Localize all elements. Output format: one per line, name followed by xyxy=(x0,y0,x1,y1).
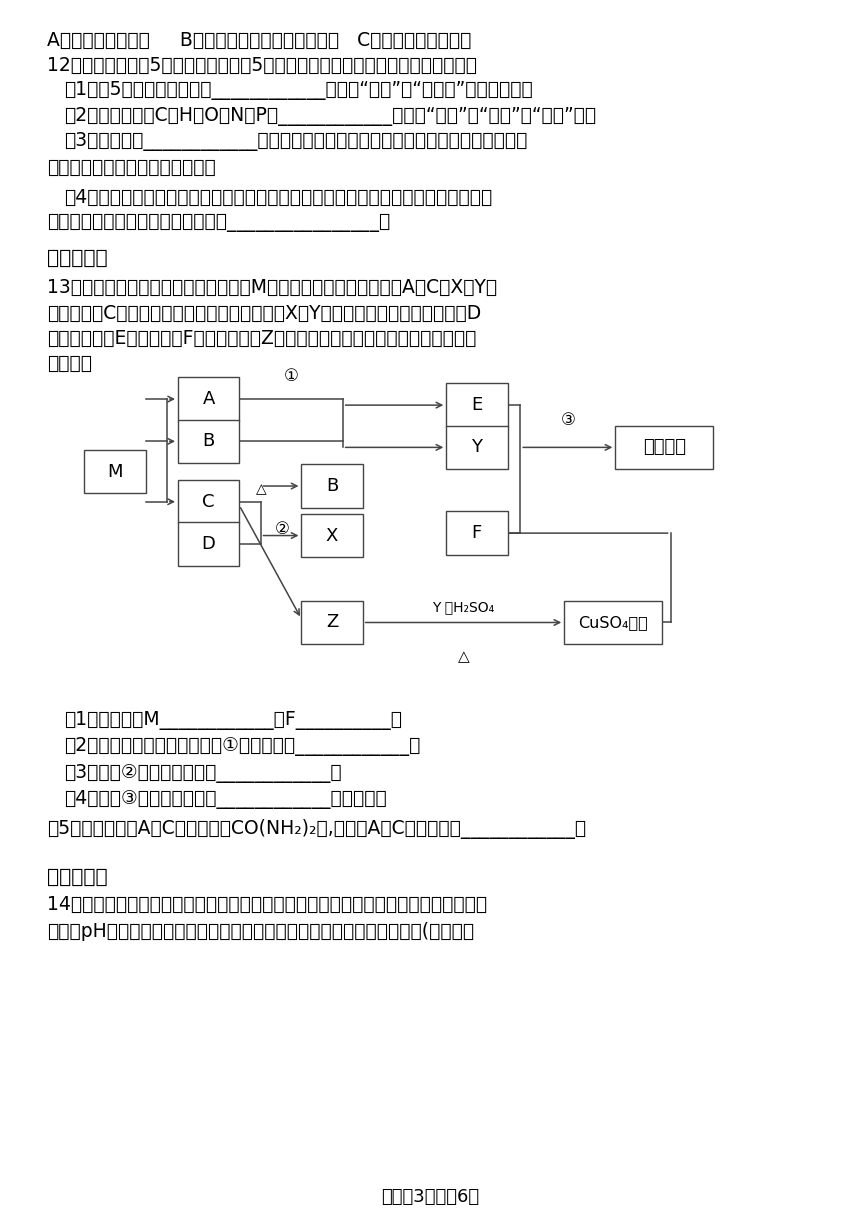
Bar xyxy=(301,465,363,508)
Text: 四、实验题: 四、实验题 xyxy=(46,868,108,886)
Text: F: F xyxy=(472,524,482,542)
Text: 14．酶也是一种蛋白质，可用催化剂．具有高效性、专一性和多样性的特性，其活性受: 14．酶也是一种蛋白质，可用催化剂．具有高效性、专一性和多样性的特性，其活性受 xyxy=(46,895,487,914)
Text: （3）反应②的化学方程式：____________。: （3）反应②的化学方程式：____________。 xyxy=(64,764,341,783)
Bar xyxy=(178,377,239,421)
Text: D: D xyxy=(201,535,216,553)
Bar xyxy=(446,512,507,554)
Bar xyxy=(615,426,713,469)
Text: ②: ② xyxy=(275,520,290,537)
Text: Y: Y xyxy=(471,439,482,456)
Text: 红色固体: 红色固体 xyxy=(642,439,685,456)
Text: B: B xyxy=(326,477,338,495)
Text: 试卷第3页，兲6页: 试卷第3页，兲6页 xyxy=(381,1188,479,1206)
Bar xyxy=(178,480,239,523)
Bar xyxy=(446,383,507,427)
Text: （2）蛋黄中含有C、H、O、N、P等____________（选填“元素”、“分子”或“单质”）。: （2）蛋黄中含有C、H、O、N、P等____________（选填“元素”、“分… xyxy=(64,107,596,125)
Text: △: △ xyxy=(458,649,470,664)
Text: A．食用需变的食品     B．食用甲醇溶液浸泡的海产品   C．常喝牛奶或豆浆．: A．食用需变的食品 B．食用甲醇溶液浸泡的海产品 C．常喝牛奶或豆浆． xyxy=(46,30,471,50)
Text: 温度和pH等因素影响．氯化铁是一种无机催化剂，其溶液能催化过氧化氢(化学式为: 温度和pH等因素影响．氯化铁是一种无机催化剂，其溶液能催化过氧化氢(化学式为 xyxy=(46,922,474,941)
Text: M: M xyxy=(108,462,123,480)
Text: 以被吸收的小分子化合物氨基酸。: 以被吸收的小分子化合物氨基酸。 xyxy=(46,158,216,176)
Text: ①: ① xyxy=(284,366,298,384)
Text: A: A xyxy=(202,390,215,409)
Text: E: E xyxy=(471,396,482,415)
Bar xyxy=(178,420,239,463)
Text: ③: ③ xyxy=(561,411,575,429)
Text: 气体，其中C有刺激性气味且其水溶液显碱性，X、Y是单质且为空气的主要成分。D: 气体，其中C有刺激性气味且其水溶液显碱性，X、Y是单质且为空气的主要成分。D xyxy=(46,304,481,322)
Text: CuSO₄溶液: CuSO₄溶液 xyxy=(578,615,648,630)
Text: 而成的。光合作用的化学反应方式为________________。: 而成的。光合作用的化学反应方式为________________。 xyxy=(46,213,390,232)
Bar xyxy=(301,514,363,557)
Text: 标出）。: 标出）。 xyxy=(46,354,92,373)
Text: （1）化学式：M____________，F__________。: （1）化学式：M____________，F__________。 xyxy=(64,710,402,730)
Text: X: X xyxy=(326,527,338,545)
Text: （5）工业上可用A和C合成尿素【CO(NH₂)₂】,反应中A和C的质量比为____________。: （5）工业上可用A和C合成尿素【CO(NH₂)₂】,反应中A和C的质量比为___… xyxy=(46,820,586,839)
Text: （2）在自然界中普遍存在反应①，其名称为____________。: （2）在自然界中普遍存在反应①，其名称为____________。 xyxy=(64,737,421,756)
Text: （4）大米的主要成分是淠粉，它是由绱色植物通过光合作用合成的葡萄糖进一步转化: （4）大米的主要成分是淠粉，它是由绱色植物通过光合作用合成的葡萄糖进一步转化 xyxy=(64,187,492,207)
Bar xyxy=(301,601,363,644)
Bar xyxy=(84,450,145,494)
Text: 为黑色固体，E为有机物，F为蓝色固体，Z是红色金属（部分反应物、产物及条件未: 为黑色固体，E为有机物，F为蓝色固体，Z是红色金属（部分反应物、产物及条件未 xyxy=(46,330,476,348)
Text: C: C xyxy=(202,492,215,511)
Text: （3）瘮肉中的____________在胃、肠中的酶及体内水的作用下，逐步分解，生成可: （3）瘮肉中的____________在胃、肠中的酶及体内水的作用下，逐步分解，… xyxy=(64,133,527,151)
Text: B: B xyxy=(202,433,215,450)
Bar xyxy=(564,601,662,644)
Text: 三、推断题: 三、推断题 xyxy=(46,249,108,269)
Bar xyxy=(446,426,507,469)
Text: 13．下图表示某些物质间的转化关系。M是一种不含金属元素的盐，A、C、X、Y是: 13．下图表示某些物质间的转化关系。M是一种不含金属元素的盐，A、C、X、Y是 xyxy=(46,278,497,297)
Bar xyxy=(178,522,239,565)
Text: Y 稀H₂SO₄: Y 稀H₂SO₄ xyxy=(433,599,494,614)
Text: （4）反应③在医学上可用于____________病的检查。: （4）反应③在医学上可用于____________病的检查。 xyxy=(64,790,386,810)
Text: Z: Z xyxy=(326,614,338,631)
Text: △: △ xyxy=(256,483,267,496)
Text: 12．端午佳节，簧5叶飘香，蛋黄肉簧5因其营养丰富、美味可口深受人们的喜爱。: 12．端午佳节，簧5叶飘香，蛋黄肉簧5因其营养丰富、美味可口深受人们的喜爱。 xyxy=(46,56,476,75)
Text: （1）簧5叶中富含的纤维素____________（选填“属于”或“不属于”）糖类物质。: （1）簧5叶中富含的纤维素____________（选填“属于”或“不属于”）糖… xyxy=(64,81,532,101)
